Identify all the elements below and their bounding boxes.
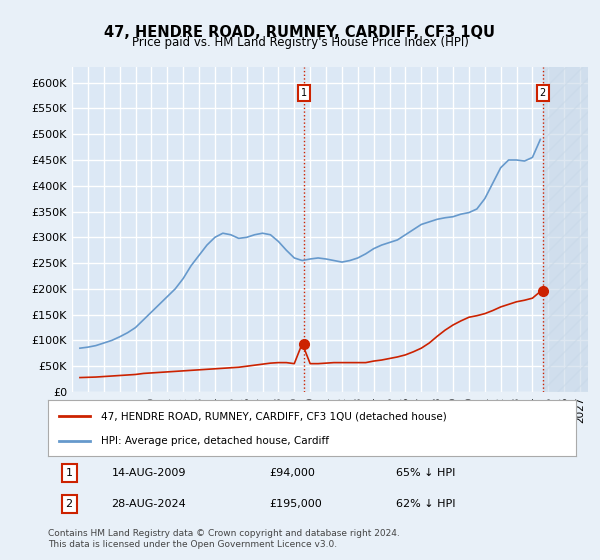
Text: 47, HENDRE ROAD, RUMNEY, CARDIFF, CF3 1QU (detached house): 47, HENDRE ROAD, RUMNEY, CARDIFF, CF3 1Q… <box>101 411 446 421</box>
Text: 1: 1 <box>301 88 307 98</box>
Text: 2: 2 <box>539 88 546 98</box>
Text: 28-AUG-2024: 28-AUG-2024 <box>112 500 186 509</box>
Bar <box>543 67 588 392</box>
Text: 47, HENDRE ROAD, RUMNEY, CARDIFF, CF3 1QU: 47, HENDRE ROAD, RUMNEY, CARDIFF, CF3 1Q… <box>104 25 496 40</box>
Text: £94,000: £94,000 <box>270 468 316 478</box>
Text: 2: 2 <box>65 500 73 509</box>
Text: Contains HM Land Registry data © Crown copyright and database right 2024.
This d: Contains HM Land Registry data © Crown c… <box>48 529 400 549</box>
Text: 62% ↓ HPI: 62% ↓ HPI <box>397 500 456 509</box>
Text: £195,000: £195,000 <box>270 500 323 509</box>
Text: 1: 1 <box>65 468 73 478</box>
Text: HPI: Average price, detached house, Cardiff: HPI: Average price, detached house, Card… <box>101 436 329 446</box>
Text: 14-AUG-2009: 14-AUG-2009 <box>112 468 186 478</box>
Text: 65% ↓ HPI: 65% ↓ HPI <box>397 468 456 478</box>
Text: Price paid vs. HM Land Registry's House Price Index (HPI): Price paid vs. HM Land Registry's House … <box>131 36 469 49</box>
